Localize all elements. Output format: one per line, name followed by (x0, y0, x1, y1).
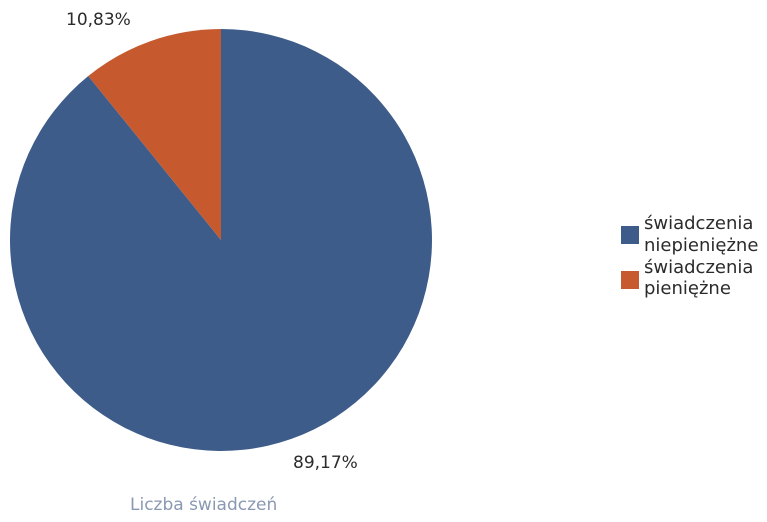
data-label-pieniezne: 10,83% (66, 10, 131, 30)
legend-swatch-pieniezne (621, 271, 639, 289)
legend-label-niepieniezne-line2: niepieniężne (644, 235, 758, 256)
pie-slices (9, 29, 432, 451)
legend: świadczenia niepieniężne świadczenia pie… (621, 213, 758, 299)
legend-label-niepieniezne-line1: świadczenia (644, 213, 753, 234)
chart-caption: Liczba świadczeń (130, 495, 277, 515)
slice-pieniezne (88, 29, 221, 240)
legend-label-pieniezne-line1: świadczenia (644, 257, 753, 278)
legend-swatch-niepieniezne (621, 226, 639, 244)
data-label-niepieniezne: 89,17% (293, 453, 358, 473)
legend-label-pieniezne-line2: pieniężne (644, 278, 731, 299)
slice-niepieniezne (9, 29, 432, 451)
